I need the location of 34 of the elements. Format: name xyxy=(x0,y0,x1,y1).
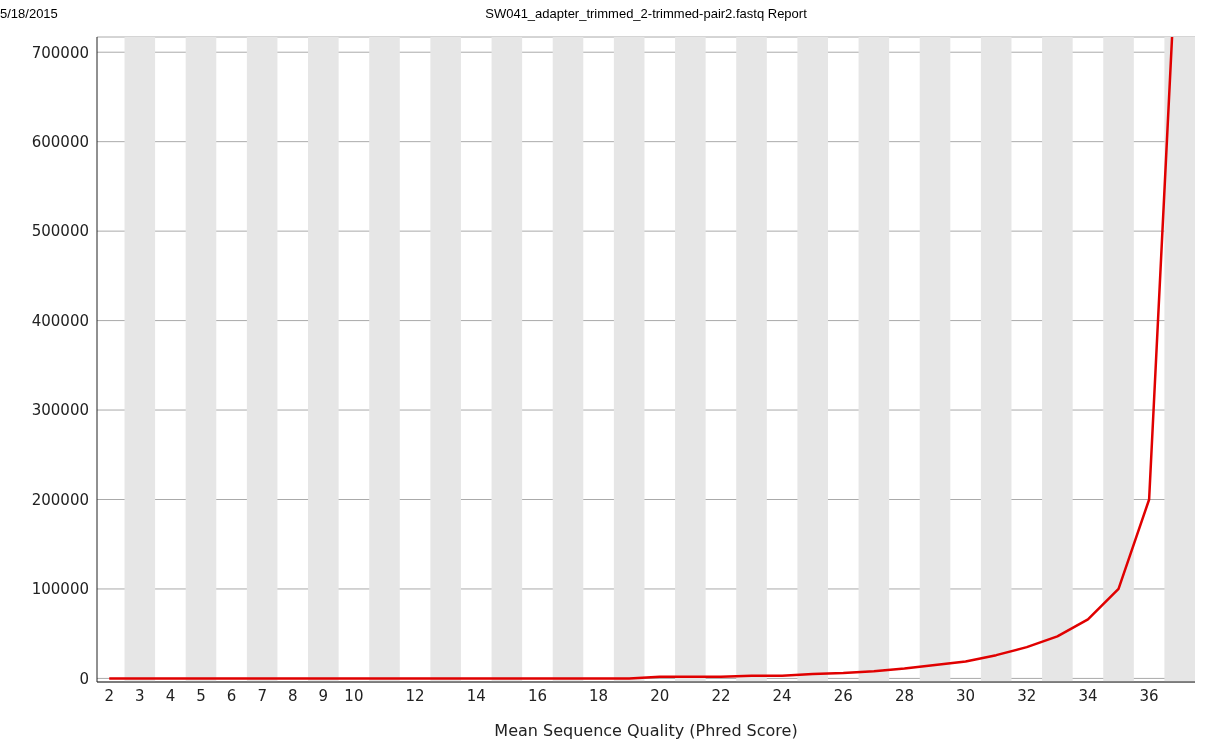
x-tick-label: 3 xyxy=(135,686,145,705)
y-tick-label: 400000 xyxy=(31,311,89,330)
x-tick-label: 2 xyxy=(104,686,115,705)
y-tick-label: 600000 xyxy=(31,132,89,151)
y-tick-label: 700000 xyxy=(31,43,89,62)
x-tick-label: 20 xyxy=(650,686,670,705)
y-tick-label: 500000 xyxy=(31,222,89,241)
text: 5/18/2015 xyxy=(0,6,58,21)
x-tick-label: 28 xyxy=(894,686,914,705)
x-tick-label: 24 xyxy=(772,686,792,705)
x-tick-label: 8 xyxy=(287,686,298,705)
x-tick-label: 32 xyxy=(1017,686,1037,705)
x-tick-label: 6 xyxy=(226,686,237,705)
y-tick-label: 200000 xyxy=(31,490,89,509)
x-tick-label: 18 xyxy=(589,686,609,705)
line-series xyxy=(107,37,1174,680)
x-tick-label: 7 xyxy=(257,686,267,705)
y-tick-label: 0 xyxy=(79,669,89,688)
x-tick-label: 10 xyxy=(344,686,364,705)
chart-title: SW041_adapter_trimmed_2-trimmed-pair2.fastq Report xyxy=(484,6,808,21)
x-tick-label: 14 xyxy=(466,686,486,705)
x-tick-label: 30 xyxy=(956,686,976,705)
x-tick-label: 5 xyxy=(196,686,206,705)
y-tick-label: 300000 xyxy=(31,401,89,420)
x-tick-label: 4 xyxy=(165,686,176,705)
x-tick-label: 12 xyxy=(405,686,425,705)
x-tick-label: 36 xyxy=(1139,686,1159,705)
y-tick-label: 100000 xyxy=(31,580,89,599)
x-tick-label: 9 xyxy=(318,686,329,705)
x-tick-label: 26 xyxy=(833,686,853,705)
x-axis-title: Mean Sequence Quality (Phred Score) xyxy=(494,721,798,740)
x-tick-label: 16 xyxy=(527,686,547,705)
x-tick-label: 34 xyxy=(1078,686,1098,705)
x-tick-label: 22 xyxy=(711,686,731,705)
